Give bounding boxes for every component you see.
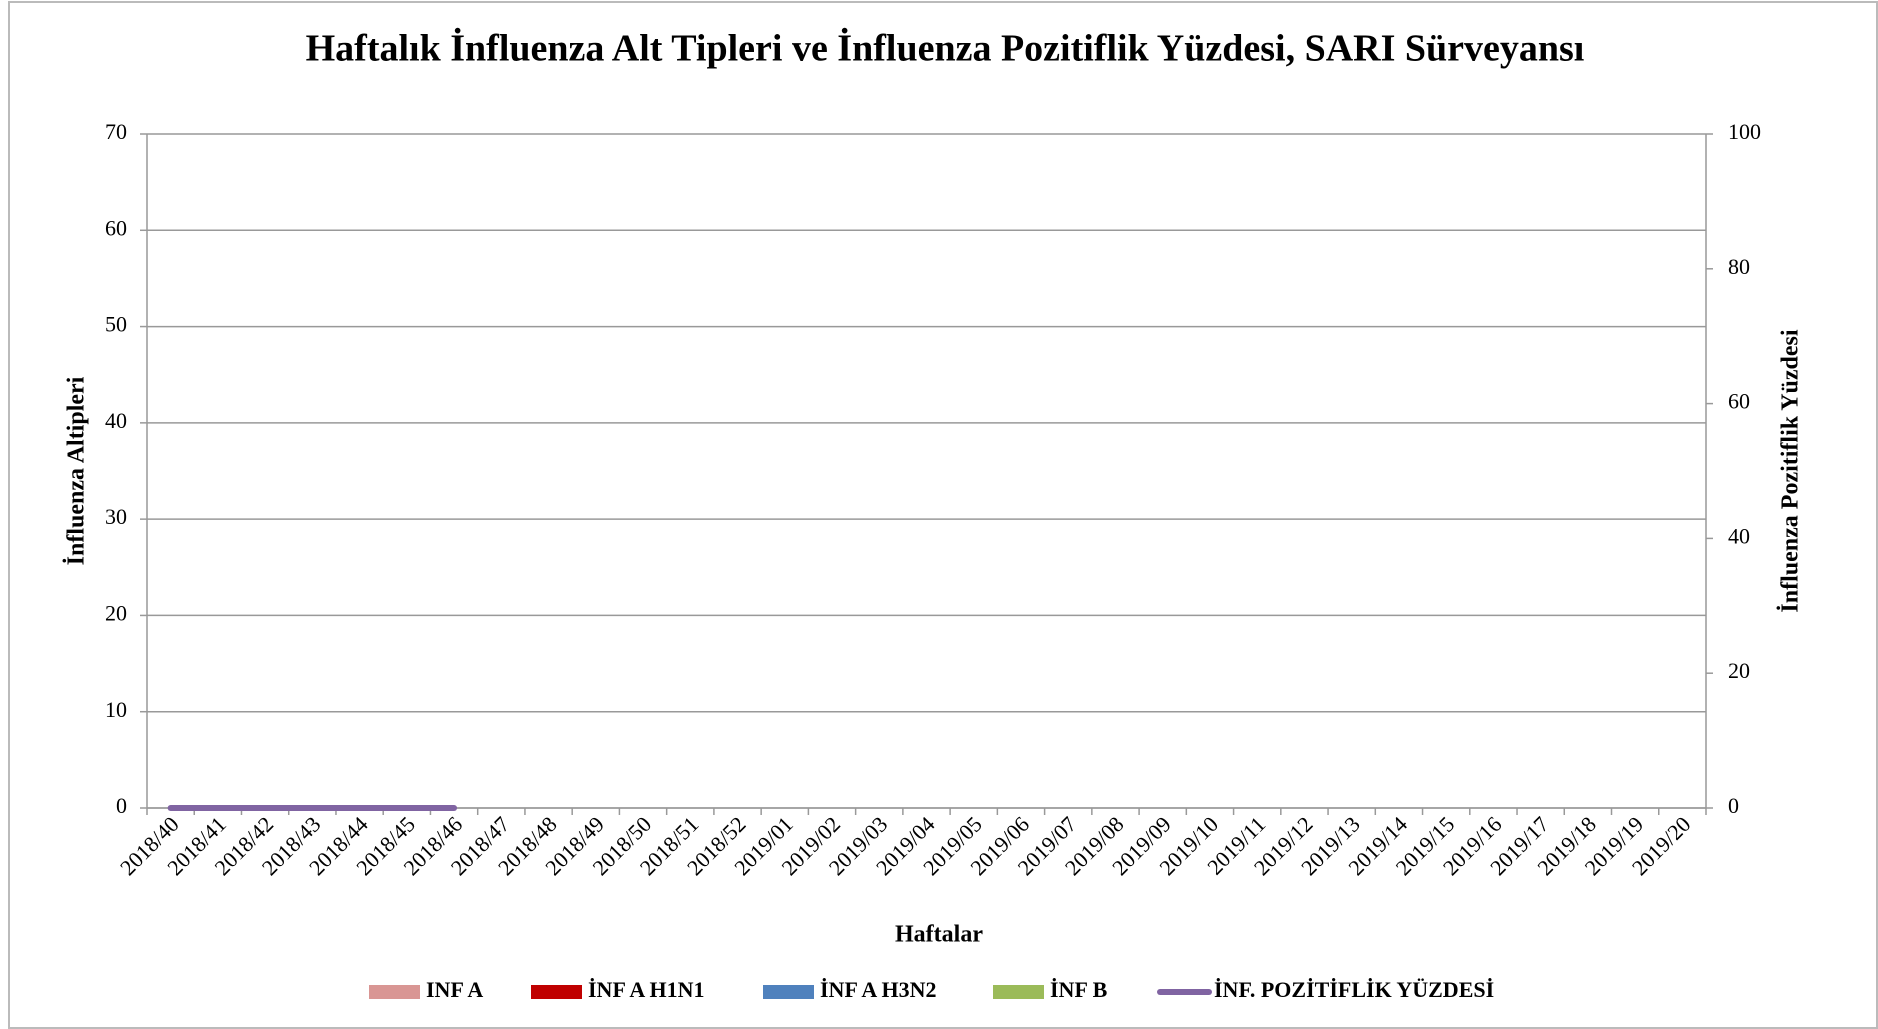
y2-tick-label: 100 (1728, 119, 1761, 144)
y2-tick-label: 80 (1728, 254, 1750, 279)
legend-label: INF A (426, 977, 483, 1002)
legend-swatch (763, 985, 814, 999)
legend-label: İNF. POZİTİFLİK YÜZDESİ (1214, 977, 1494, 1002)
legend-swatch (531, 985, 582, 999)
y-tick-label: 20 (105, 600, 127, 625)
legend-label: İNF A H3N2 (820, 977, 937, 1002)
chart-frame (8, 1, 1878, 1029)
legend-swatch (369, 985, 420, 999)
x-axis-title: Haftalar (895, 922, 983, 948)
legend-label: İNF B (1050, 977, 1108, 1002)
y2-tick-label: 0 (1728, 793, 1739, 818)
y-tick-label: 40 (105, 408, 127, 433)
y2-tick-label: 40 (1728, 523, 1750, 548)
legend-label: İNF A H1N1 (588, 977, 705, 1002)
y-tick-label: 60 (105, 215, 127, 240)
chart-title: Haftalık İnfluenza Alt Tipleri ve İnflue… (306, 28, 1585, 70)
legend-swatch (993, 985, 1044, 999)
y-tick-label: 10 (105, 697, 127, 722)
y-tick-label: 0 (116, 793, 127, 818)
y-axis-title: İnfluenza Altipleri (64, 376, 90, 565)
y-tick-label: 70 (105, 119, 127, 144)
y2-axis-title: İnfluenza Pozitiflik Yüzdesi (1778, 329, 1804, 612)
y-tick-label: 30 (105, 504, 127, 529)
y-tick-label: 50 (105, 312, 127, 337)
y2-tick-label: 60 (1728, 389, 1750, 414)
y2-tick-label: 20 (1728, 658, 1750, 683)
